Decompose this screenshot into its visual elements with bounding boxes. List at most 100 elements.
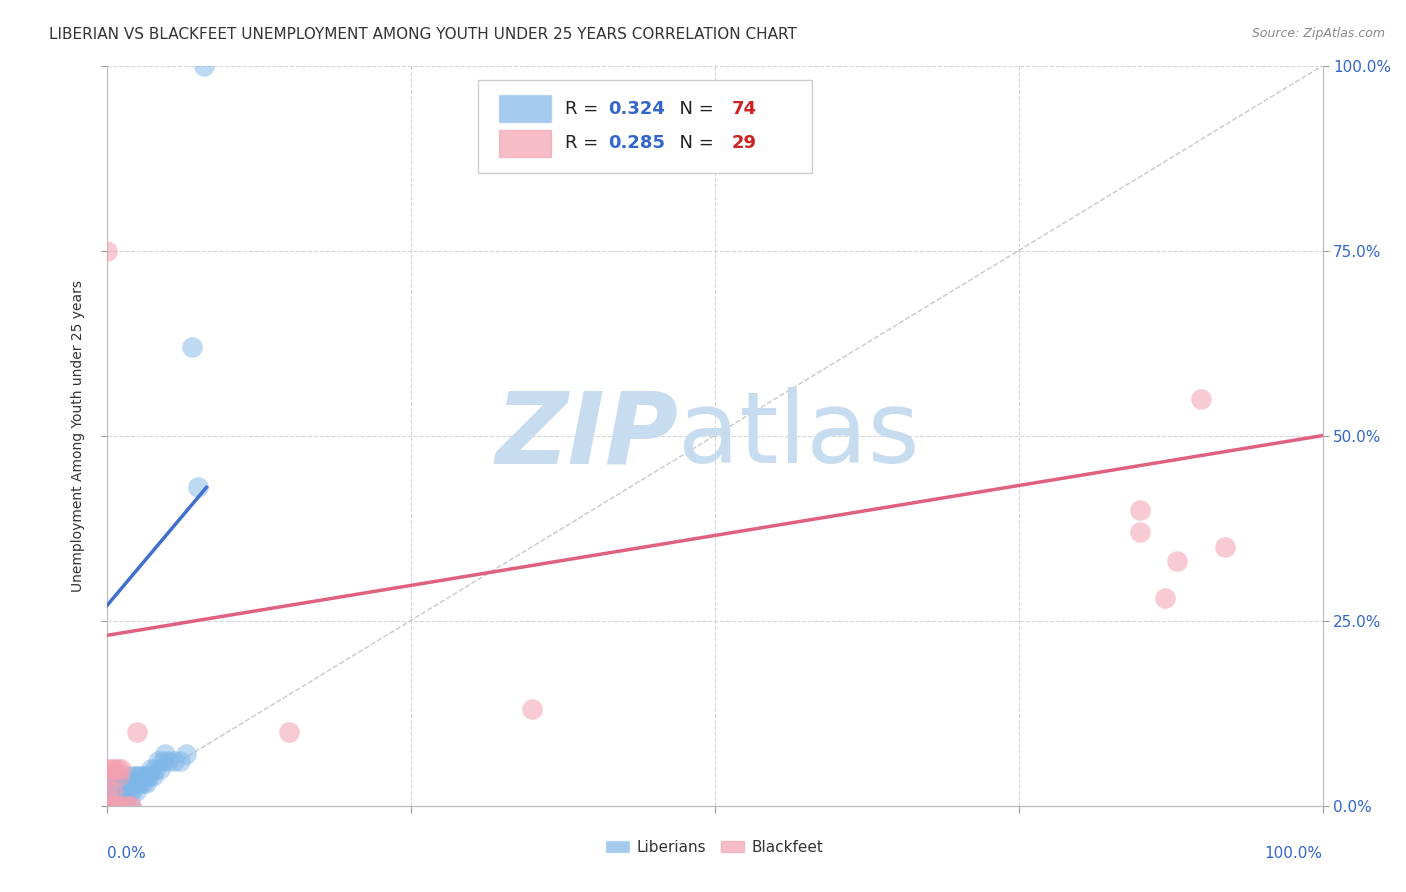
Point	[96, 798, 118, 813]
Point	[101, 762, 124, 776]
Point	[100, 798, 122, 813]
FancyBboxPatch shape	[499, 130, 551, 157]
Point	[98, 798, 121, 813]
Point	[110, 762, 132, 776]
Point	[134, 769, 156, 783]
Point	[1153, 591, 1175, 606]
Point	[129, 769, 152, 783]
Point	[107, 762, 129, 776]
Text: 29: 29	[731, 135, 756, 153]
Point	[107, 791, 129, 805]
Point	[112, 776, 135, 790]
Point	[128, 776, 150, 790]
Point	[96, 762, 118, 776]
Y-axis label: Unemployment Among Youth under 25 years: Unemployment Among Youth under 25 years	[72, 279, 86, 591]
Point	[100, 798, 122, 813]
Point	[104, 798, 127, 813]
Point	[108, 798, 131, 813]
Point	[180, 340, 202, 354]
Point	[108, 798, 131, 813]
Point	[98, 798, 121, 813]
Point	[96, 798, 118, 813]
Point	[1166, 554, 1188, 568]
Point	[108, 784, 131, 798]
Point	[108, 784, 131, 798]
Point	[1129, 524, 1152, 539]
Point	[138, 769, 160, 783]
Point	[96, 784, 118, 798]
Point	[96, 776, 118, 790]
Point	[156, 754, 179, 768]
FancyBboxPatch shape	[499, 95, 551, 122]
Point	[120, 769, 142, 783]
Point	[103, 798, 125, 813]
Point	[96, 798, 118, 813]
Point	[120, 798, 142, 813]
Point	[146, 754, 169, 768]
Point	[108, 798, 131, 813]
Point	[121, 784, 143, 798]
Point	[125, 784, 148, 798]
Point	[96, 769, 118, 783]
Text: ZIP: ZIP	[495, 387, 678, 484]
Point	[1129, 502, 1152, 516]
Point	[193, 59, 215, 73]
Point	[105, 798, 128, 813]
Point	[101, 791, 124, 805]
Point	[110, 776, 132, 790]
Point	[522, 702, 544, 716]
Point	[135, 776, 157, 790]
Point	[111, 798, 134, 813]
Point	[115, 769, 138, 783]
Text: 0.324: 0.324	[607, 100, 665, 118]
Point	[114, 776, 136, 790]
Point	[132, 776, 155, 790]
Point	[98, 791, 121, 805]
Point	[103, 769, 125, 783]
Point	[174, 747, 197, 761]
Point	[107, 798, 129, 813]
Point	[100, 798, 122, 813]
Text: atlas: atlas	[678, 387, 920, 484]
Point	[124, 769, 146, 783]
Point	[101, 798, 124, 813]
Point	[96, 784, 118, 798]
Point	[152, 754, 174, 768]
Text: Source: ZipAtlas.com: Source: ZipAtlas.com	[1251, 27, 1385, 40]
Point	[96, 244, 118, 258]
Point	[105, 798, 128, 813]
FancyBboxPatch shape	[478, 80, 811, 173]
Point	[278, 724, 301, 739]
Point	[100, 791, 122, 805]
Point	[1213, 540, 1236, 554]
Point	[112, 798, 135, 813]
Point	[114, 798, 136, 813]
Point	[110, 798, 132, 813]
Point	[115, 798, 138, 813]
Point	[104, 776, 127, 790]
Point	[111, 784, 134, 798]
Point	[127, 724, 149, 739]
Point	[153, 747, 176, 761]
Point	[118, 798, 141, 813]
Point	[127, 769, 149, 783]
Point	[101, 784, 124, 798]
Point	[145, 762, 167, 776]
Point	[118, 776, 141, 790]
Point	[104, 791, 127, 805]
Point	[139, 762, 162, 776]
Point	[105, 791, 128, 805]
Point	[108, 776, 131, 790]
Point	[108, 769, 131, 783]
Point	[101, 784, 124, 798]
Legend: Liberians, Blackfeet: Liberians, Blackfeet	[599, 834, 830, 861]
Text: N =: N =	[668, 135, 720, 153]
Point	[169, 754, 191, 768]
Point	[96, 798, 118, 813]
Point	[162, 754, 184, 768]
Point	[149, 762, 172, 776]
Point	[135, 769, 157, 783]
Point	[118, 784, 141, 798]
Point	[120, 798, 142, 813]
Text: R =: R =	[565, 100, 605, 118]
